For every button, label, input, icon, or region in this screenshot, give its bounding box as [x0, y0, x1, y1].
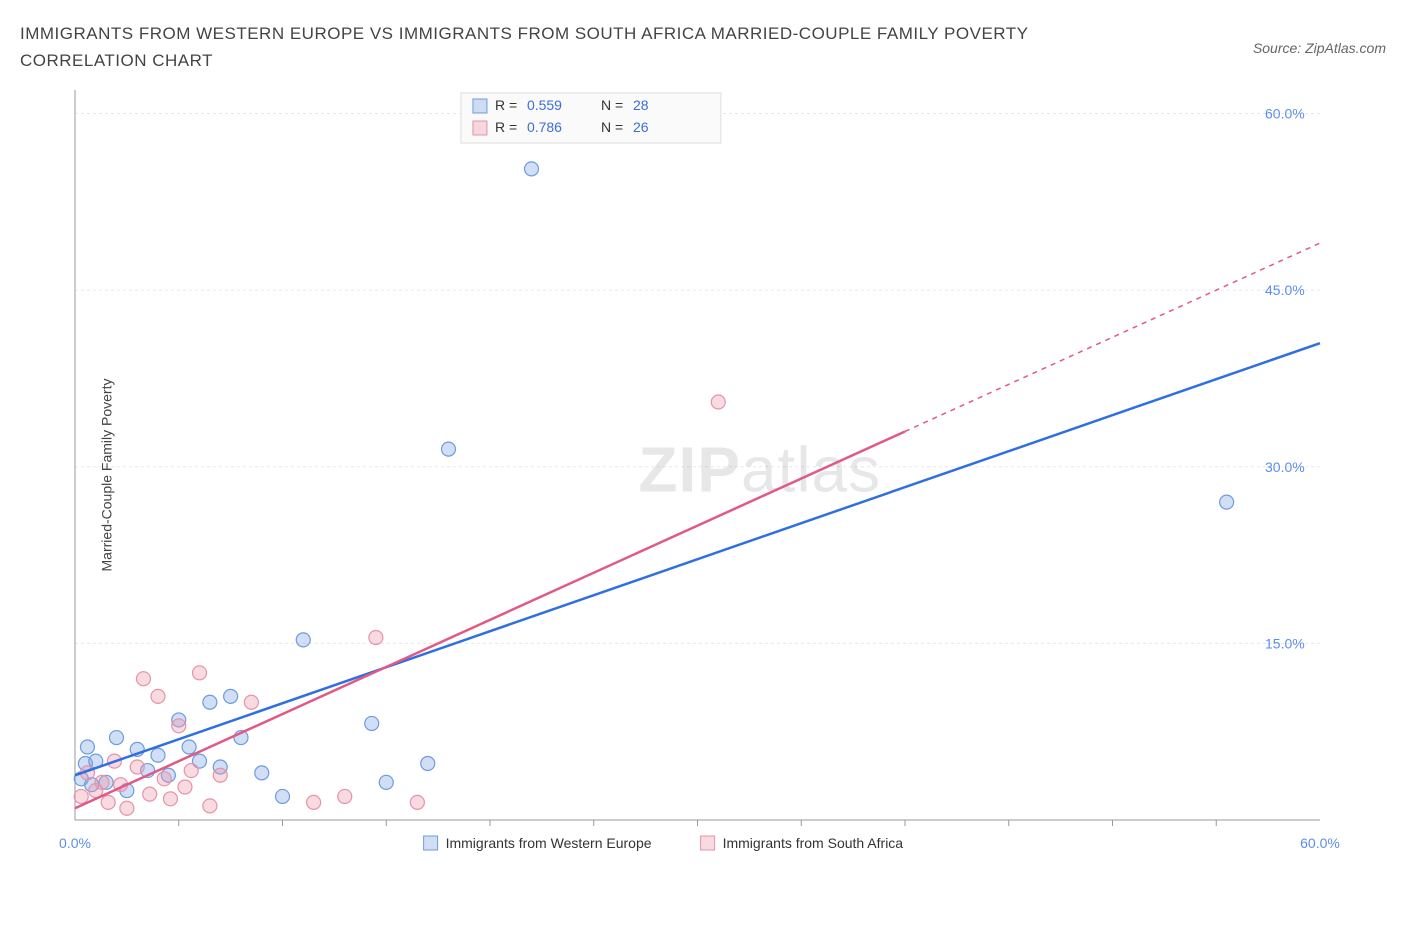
data-point: [151, 749, 165, 763]
data-point: [365, 717, 379, 731]
data-point: [110, 731, 124, 745]
data-point: [101, 796, 115, 810]
data-point: [379, 776, 393, 790]
data-point: [410, 796, 424, 810]
trend-line: [75, 432, 905, 809]
legend-swatch: [473, 121, 487, 135]
y-tick-label: 60.0%: [1265, 106, 1305, 122]
data-point: [307, 796, 321, 810]
data-point: [172, 719, 186, 733]
data-point: [244, 696, 258, 710]
y-tick-label: 30.0%: [1265, 459, 1305, 475]
data-point: [182, 740, 196, 754]
chart-title: IMMIGRANTS FROM WESTERN EUROPE VS IMMIGR…: [20, 20, 1120, 74]
data-point: [276, 790, 290, 804]
data-point: [95, 776, 109, 790]
data-point: [163, 792, 177, 806]
data-point: [525, 162, 539, 176]
bottom-legend-swatch: [424, 836, 438, 850]
data-point: [136, 672, 150, 686]
y-tick-label: 15.0%: [1265, 636, 1305, 652]
trend-line-dashed: [905, 243, 1320, 431]
bottom-legend-label: Immigrants from South Africa: [723, 835, 904, 851]
legend-r-value: 0.786: [527, 119, 562, 135]
data-point: [255, 766, 269, 780]
watermark: ZIPatlas: [638, 434, 881, 506]
bottom-legend-label: Immigrants from Western Europe: [446, 835, 652, 851]
data-point: [120, 802, 134, 816]
data-point: [130, 760, 144, 774]
data-point: [213, 769, 227, 783]
data-point: [80, 740, 94, 754]
data-point: [157, 772, 171, 786]
data-point: [442, 442, 456, 456]
data-point: [224, 690, 238, 704]
data-point: [711, 395, 725, 409]
data-point: [151, 690, 165, 704]
source-label: Source: ZipAtlas.com: [1253, 40, 1386, 56]
data-point: [203, 696, 217, 710]
data-point: [338, 790, 352, 804]
scatter-chart: 15.0% 30.0% 45.0% 60.0% 0.0% 60.0% ZIPatlas R =…: [20, 80, 1340, 870]
legend-r-value: 0.559: [527, 97, 562, 113]
data-point: [1220, 495, 1234, 509]
data-point: [74, 790, 88, 804]
bottom-legend-swatch: [701, 836, 715, 850]
legend-n-value: 26: [633, 119, 649, 135]
legend-n-label: N =: [601, 97, 623, 113]
y-tick-label: 45.0%: [1265, 283, 1305, 299]
data-point: [369, 631, 383, 645]
x-tick-label: 60.0%: [1300, 835, 1340, 851]
legend-swatch: [473, 99, 487, 113]
data-point: [193, 666, 207, 680]
data-point: [296, 633, 310, 647]
y-axis-label: Married-Couple Family Poverty: [98, 379, 114, 572]
legend-n-value: 28: [633, 97, 649, 113]
legend-r-label: R =: [495, 119, 517, 135]
data-point: [178, 780, 192, 794]
legend-n-label: N =: [601, 119, 623, 135]
data-point: [203, 799, 217, 813]
data-point: [143, 787, 157, 801]
trend-line: [75, 344, 1320, 776]
data-point: [421, 757, 435, 771]
data-point: [184, 764, 198, 778]
legend-r-label: R =: [495, 97, 517, 113]
x-tick-label: 0.0%: [59, 835, 91, 851]
